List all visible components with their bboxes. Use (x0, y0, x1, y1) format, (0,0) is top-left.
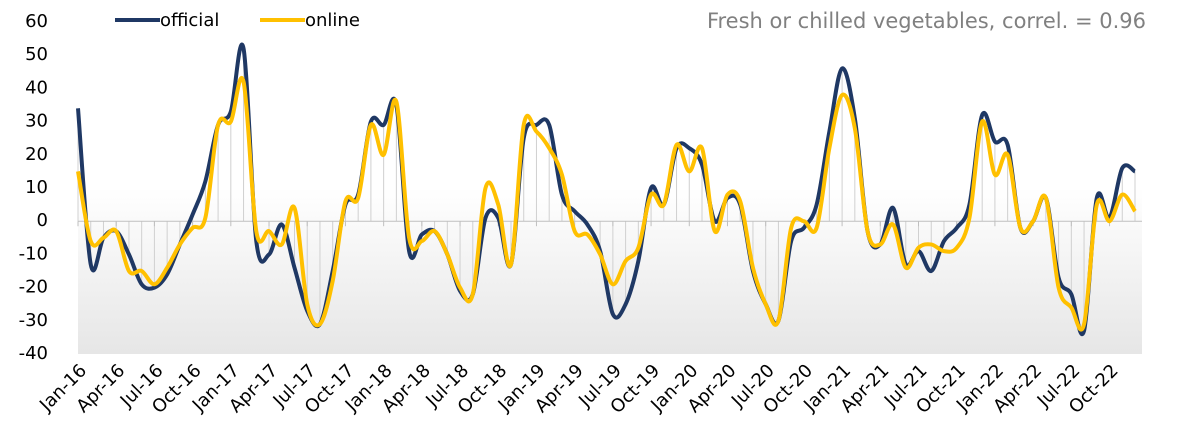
y-tick-label: -10 (19, 243, 48, 264)
y-tick-label: 40 (25, 77, 48, 98)
y-tick-label: 30 (25, 111, 48, 132)
chart-title: Fresh or chilled vegetables, correl. = 0… (707, 9, 1146, 33)
y-tick-label: 60 (25, 11, 48, 32)
y-tick-label: 10 (25, 177, 48, 198)
y-tick-label: 20 (25, 144, 48, 165)
series-line (76, 76, 1137, 332)
legend-label: online (305, 10, 360, 31)
legend-label: official (160, 10, 219, 31)
y-tick-label: -40 (19, 343, 48, 364)
y-tick-label: 50 (25, 44, 48, 65)
y-tick-label: -30 (19, 310, 48, 331)
y-tick-label: 0 (37, 210, 48, 231)
y-tick-label: -20 (19, 277, 48, 298)
